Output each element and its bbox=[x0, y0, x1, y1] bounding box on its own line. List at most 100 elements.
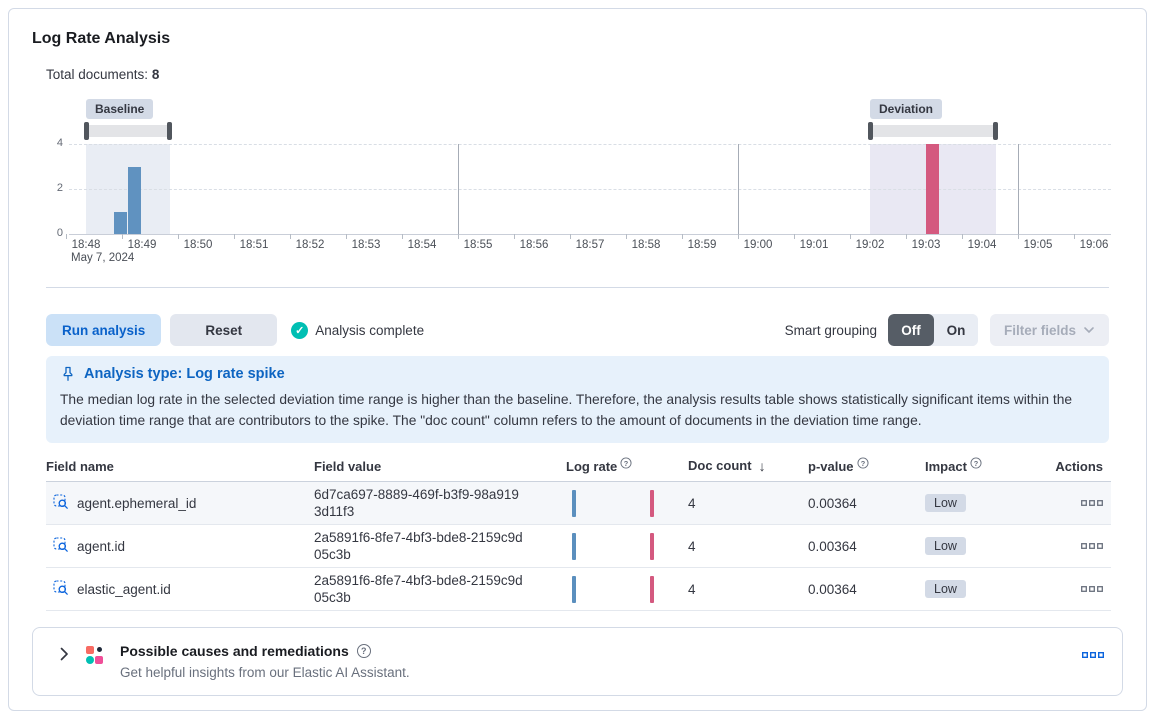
filter-fields-button[interactable]: Filter fields bbox=[989, 314, 1109, 346]
actions-menu-icon[interactable] bbox=[1081, 499, 1103, 507]
histogram-bar-baseline[interactable] bbox=[114, 211, 127, 234]
callout-body: The median log rate in the selected devi… bbox=[60, 392, 1073, 428]
x-axis-label: 19:03 bbox=[911, 239, 941, 251]
column-header-doc-count[interactable]: Doc count ↓ bbox=[688, 458, 808, 474]
x-axis-tick bbox=[850, 234, 851, 239]
x-axis-tick bbox=[458, 234, 459, 239]
column-header-p-value[interactable]: p-value? bbox=[808, 456, 925, 474]
histogram-bar-deviation[interactable] bbox=[926, 144, 939, 234]
smart-grouping-off-button[interactable]: Off bbox=[887, 314, 934, 346]
total-documents-value: 8 bbox=[151, 67, 160, 82]
x-axis-label: 19:05 bbox=[1023, 239, 1053, 251]
actions-menu-icon[interactable] bbox=[1081, 585, 1103, 593]
baseline-mini-bar bbox=[572, 532, 576, 560]
smart-grouping-toggle: Off On bbox=[887, 314, 978, 346]
chart-baseline-brush[interactable] bbox=[86, 125, 170, 137]
p-value-value: 0.00364 bbox=[808, 495, 857, 511]
chart-deviation-brush[interactable] bbox=[870, 125, 996, 137]
x-axis-tick bbox=[682, 234, 683, 239]
x-axis-tick bbox=[402, 234, 403, 239]
x-axis-tick bbox=[1074, 234, 1075, 239]
deviation-mini-bar bbox=[650, 532, 654, 560]
filter-fields-label: Filter fields bbox=[1003, 322, 1076, 338]
field-stats-icon[interactable] bbox=[53, 536, 69, 556]
x-axis-label: 18:54 bbox=[407, 239, 437, 251]
field-name-header-label: Field name bbox=[46, 458, 114, 474]
x-axis-tick bbox=[570, 234, 571, 239]
x-axis-label: 18:55 bbox=[463, 239, 493, 251]
table-row[interactable]: elastic_agent.id 2a5891f6-8fe7-4bf3-bde8… bbox=[46, 568, 1111, 611]
smart-grouping-label: Smart grouping bbox=[784, 322, 877, 338]
assistant-actions-icon[interactable] bbox=[1082, 651, 1104, 659]
pin-icon bbox=[63, 366, 73, 381]
column-header-field-value[interactable]: Field value bbox=[314, 459, 566, 474]
x-axis-tick bbox=[178, 234, 179, 239]
field-value-header-label: Field value bbox=[314, 458, 382, 474]
impact-badge: Low bbox=[925, 494, 966, 512]
x-axis-label: 18:56 bbox=[519, 239, 549, 251]
analysis-type-callout: Analysis type: Log rate spike The median… bbox=[46, 356, 1109, 443]
assistant-panel-subtitle: Get helpful insights from our Elastic AI… bbox=[120, 665, 410, 680]
reset-button[interactable]: Reset bbox=[170, 314, 278, 346]
run-analysis-button[interactable]: Run analysis bbox=[46, 314, 162, 346]
x-axis-tick bbox=[906, 234, 907, 239]
actions-header-label: Actions bbox=[1055, 458, 1103, 474]
callout-title: Analysis type: Log rate spike bbox=[84, 366, 285, 382]
p-value-info-icon[interactable]: ? bbox=[856, 456, 869, 469]
baseline-mini-bar bbox=[572, 489, 576, 517]
log-rate-mini-chart bbox=[566, 483, 688, 524]
field-name: elastic_agent.id bbox=[77, 581, 171, 597]
y-gridline bbox=[69, 189, 1111, 190]
baseline-brush-left-handle[interactable] bbox=[84, 122, 89, 140]
help-icon[interactable]: ? bbox=[356, 644, 371, 658]
deviation-brush-right-handle[interactable] bbox=[993, 122, 998, 140]
baseline-brush-right-handle[interactable] bbox=[167, 122, 172, 140]
smart-grouping-on-button[interactable]: On bbox=[933, 314, 978, 346]
impact-header-label: Impact bbox=[925, 458, 967, 474]
x-axis-label: 19:01 bbox=[799, 239, 829, 251]
analysis-status: ✓ Analysis complete bbox=[291, 321, 424, 339]
y-axis-tick-4: 4 bbox=[56, 137, 63, 149]
x-axis-tick bbox=[122, 234, 123, 239]
x-axis-tick bbox=[794, 234, 795, 239]
column-header-log-rate[interactable]: Log rate? bbox=[566, 456, 688, 474]
x-axis-label: 18:51 bbox=[239, 239, 269, 251]
deviation-mini-bar bbox=[650, 575, 654, 603]
column-header-field-name[interactable]: Field name bbox=[46, 459, 314, 474]
log-rate-mini-chart bbox=[566, 526, 688, 567]
ai-assistant-panel: Possible causes and remediations ? Get h… bbox=[32, 627, 1123, 696]
table-row[interactable]: agent.ephemeral_id 6d7ca697-8889-469f-b3… bbox=[46, 482, 1111, 525]
impact-info-icon[interactable]: ? bbox=[970, 456, 982, 469]
x-axis-tick bbox=[66, 234, 67, 239]
column-header-impact[interactable]: Impact? bbox=[925, 456, 1035, 474]
x-axis-tick bbox=[234, 234, 235, 239]
actions-menu-icon[interactable] bbox=[1081, 542, 1103, 550]
column-header-actions: Actions bbox=[1035, 459, 1111, 474]
deviation-brush-left-handle[interactable] bbox=[868, 122, 873, 140]
sort-descending-icon[interactable]: ↓ bbox=[758, 458, 766, 474]
assistant-panel-title: Possible causes and remediations bbox=[120, 643, 349, 659]
p-value-value: 0.00364 bbox=[808, 538, 857, 554]
x-axis-label: 18:59 bbox=[687, 239, 717, 251]
table-row[interactable]: agent.id 2a5891f6-8fe7-4bf3-bde8-2159c9d… bbox=[46, 525, 1111, 568]
y-axis-tick-2: 2 bbox=[56, 182, 63, 194]
chevron-right-icon[interactable] bbox=[57, 647, 71, 661]
results-table: Field name Field value Log rate? Doc cou… bbox=[46, 455, 1111, 611]
doc-count-header-label: Doc count bbox=[688, 458, 752, 473]
deviation-badge: Deviation bbox=[870, 99, 943, 119]
x-axis-tick bbox=[290, 234, 291, 239]
y-axis-tick-0: 0 bbox=[56, 227, 63, 239]
log-rate-info-icon[interactable]: ? bbox=[620, 456, 632, 469]
p-value-value: 0.00364 bbox=[808, 581, 857, 597]
main-panel: Log Rate Analysis Total documents: 8 Bas… bbox=[8, 8, 1147, 711]
field-stats-icon[interactable] bbox=[53, 493, 69, 513]
x-axis-label: 19:04 bbox=[967, 239, 997, 251]
x-axis-label: 18:58 bbox=[631, 239, 661, 251]
time-gridline bbox=[458, 144, 459, 234]
field-stats-icon[interactable] bbox=[53, 579, 69, 599]
histogram-bar-baseline[interactable] bbox=[128, 166, 141, 234]
table-header-row: Field name Field value Log rate? Doc cou… bbox=[46, 455, 1111, 482]
doc-count-value: 4 bbox=[688, 538, 696, 554]
time-gridline bbox=[738, 144, 739, 234]
